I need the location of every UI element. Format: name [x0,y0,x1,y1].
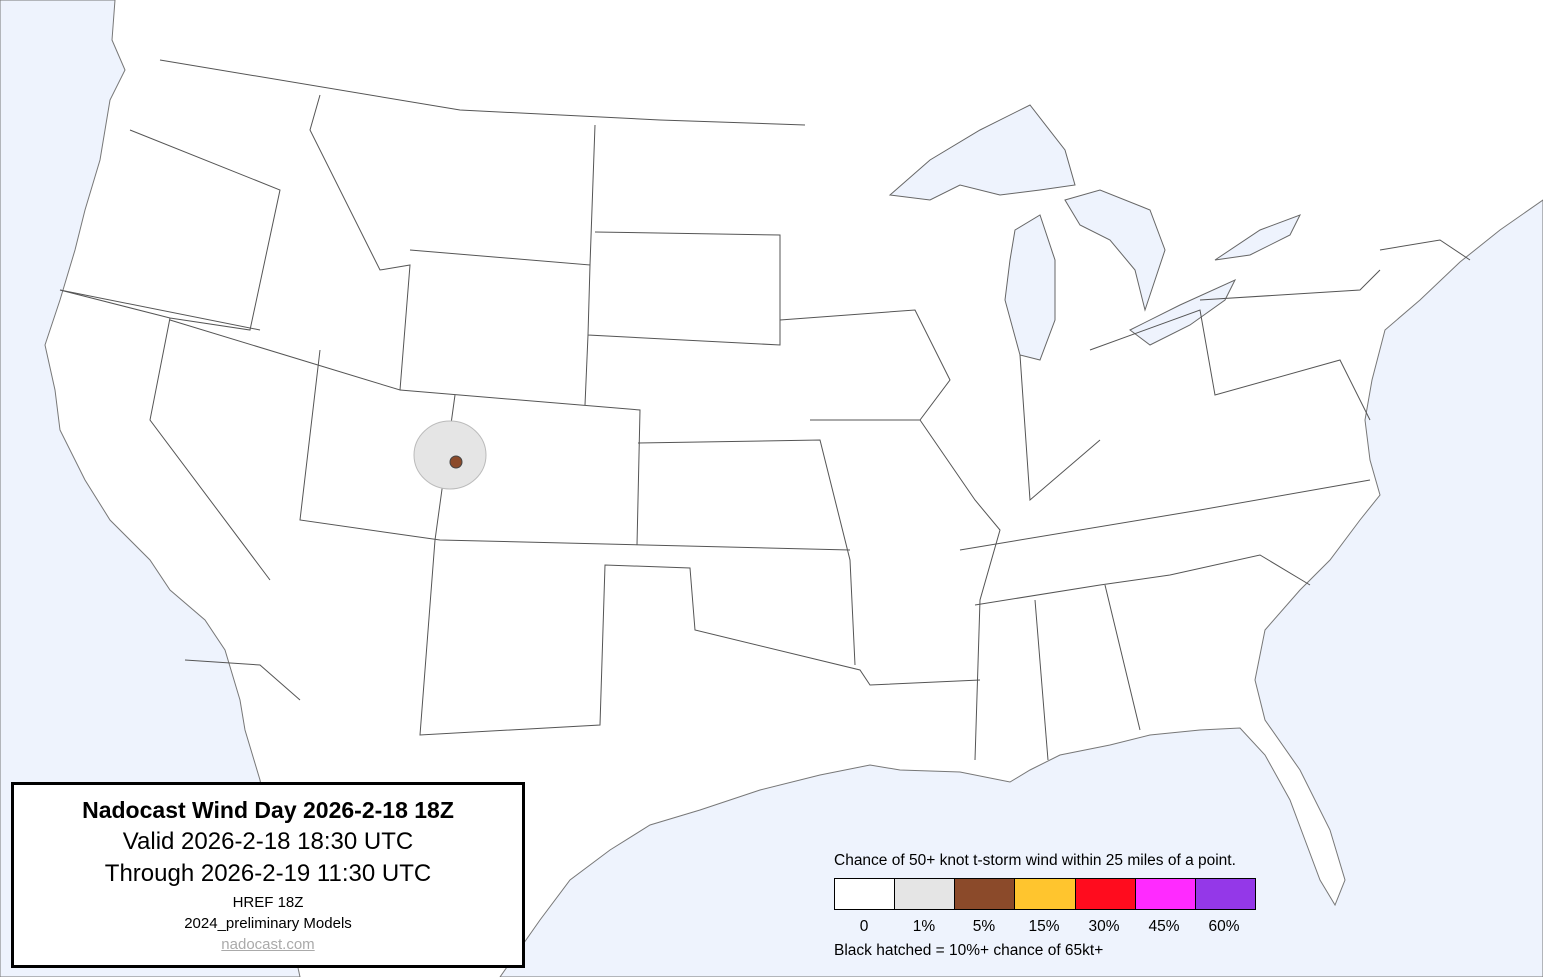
nadocast-link[interactable]: nadocast.com [221,936,315,953]
legend: Chance of 50+ knot t-storm wind within 2… [834,852,1274,960]
title-box: Nadocast Wind Day 2026-2-18 18Z Valid 20… [11,782,525,968]
legend-label: 5% [972,918,996,935]
legend-label: 0 [859,918,869,935]
legend-caption: Chance of 50+ knot t-storm wind within 2… [834,852,1236,869]
legend-swatch [1015,879,1076,909]
pacific-ocean [0,0,301,977]
great-lakes [888,104,1302,361]
legend-swatch [835,879,896,909]
valid-time: Valid 2026-2-18 18:30 UTC [122,828,414,855]
legend-label: 30% [1088,918,1120,935]
legend-label: 60% [1208,918,1240,935]
legend-label: 45% [1148,918,1180,935]
legend-swatch [1195,879,1255,909]
legend-swatch [1135,879,1196,909]
legend-note: Black hatched = 10%+ chance of 65kt+ [834,942,1104,959]
models-label: 2024_preliminary Models [184,915,352,932]
gulf-atlantic-ocean [499,199,1543,977]
legend-swatch [955,879,1016,909]
through-time: Through 2026-2-19 11:30 UTC [104,860,432,887]
model-run: HREF 18Z [232,894,304,911]
legend-label: 15% [1028,918,1060,935]
legend-label: 1% [912,918,936,935]
legend-swatch [895,879,956,909]
forecast-area-5pct [449,455,463,469]
legend-swatch [1075,879,1136,909]
map-title: Nadocast Wind Day 2026-2-18 18Z [82,797,454,823]
state-borders [59,59,1471,761]
legend-color-bar [834,878,1256,910]
legend-labels: 0 1% 5% 15% 30% 45% 60% [834,918,1254,936]
forecast-area-1pct [413,420,487,490]
